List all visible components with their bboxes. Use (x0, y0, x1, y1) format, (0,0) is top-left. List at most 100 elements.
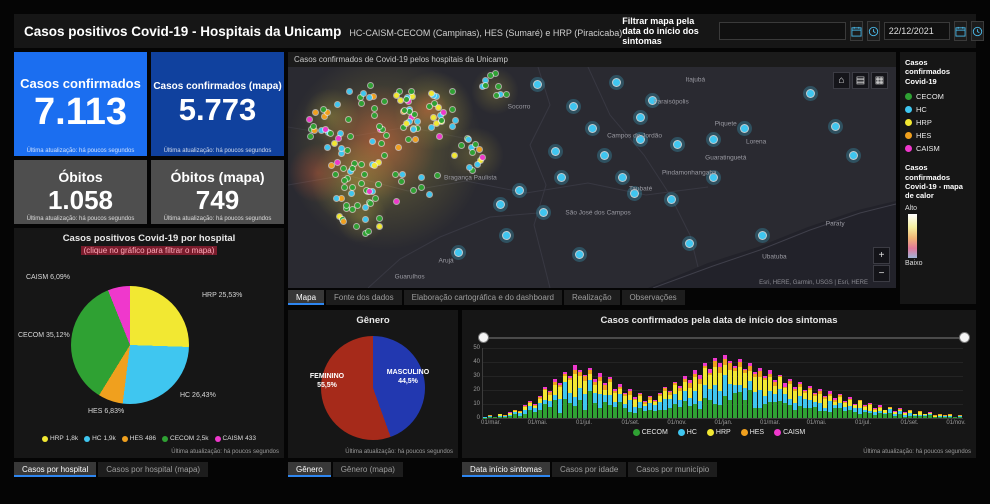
case-point[interactable] (368, 83, 374, 89)
stacked-bar[interactable] (678, 385, 682, 418)
case-point[interactable] (618, 174, 626, 181)
case-point[interactable] (468, 144, 474, 150)
case-point[interactable] (381, 99, 387, 105)
case-point[interactable] (487, 73, 493, 79)
case-point[interactable] (380, 126, 386, 132)
stacked-bar[interactable] (898, 408, 902, 418)
tab-casos-por-hospital[interactable]: Casos por hospital (14, 462, 97, 477)
stacked-bar[interactable] (598, 373, 602, 418)
case-point[interactable] (429, 91, 435, 97)
case-point[interactable] (321, 107, 326, 113)
case-point[interactable] (440, 109, 446, 115)
case-point[interactable] (418, 174, 424, 180)
case-point[interactable] (667, 196, 675, 204)
case-point[interactable] (498, 91, 504, 97)
case-point[interactable] (409, 93, 415, 99)
case-point[interactable] (312, 127, 318, 133)
case-point[interactable] (434, 121, 439, 126)
stacked-bar[interactable] (718, 363, 722, 418)
stacked-bar[interactable] (818, 388, 822, 418)
stacked-bar[interactable] (693, 370, 697, 418)
calendar-icon[interactable] (953, 21, 967, 41)
case-point[interactable] (570, 103, 578, 111)
stacked-bar[interactable] (848, 397, 852, 418)
case-point[interactable] (400, 171, 406, 177)
case-point[interactable] (515, 187, 523, 195)
stacked-bar[interactable] (933, 415, 937, 418)
case-point[interactable] (434, 172, 440, 178)
case-point[interactable] (740, 125, 748, 133)
case-point[interactable] (637, 136, 645, 144)
case-point[interactable] (409, 88, 415, 94)
case-point[interactable] (504, 92, 509, 98)
case-point[interactable] (411, 112, 417, 118)
stacked-bar[interactable] (828, 391, 832, 418)
case-point[interactable] (405, 99, 411, 105)
stacked-bar[interactable] (488, 415, 492, 418)
case-point[interactable] (631, 189, 639, 197)
case-point[interactable] (358, 94, 363, 100)
case-point[interactable] (337, 213, 342, 219)
case-point[interactable] (373, 195, 379, 201)
stacked-bar[interactable] (758, 367, 762, 418)
case-point[interactable] (371, 93, 377, 99)
case-point[interactable] (313, 109, 319, 115)
case-point[interactable] (710, 136, 718, 144)
case-point[interactable] (406, 109, 412, 114)
case-point[interactable] (334, 195, 340, 201)
case-point[interactable] (454, 249, 462, 257)
case-point[interactable] (409, 114, 414, 120)
case-point[interactable] (371, 106, 377, 112)
stacked-bar[interactable] (588, 367, 592, 418)
zoom-out-button[interactable]: − (873, 265, 890, 282)
stacked-bar[interactable] (608, 377, 612, 418)
stacked-bar[interactable] (528, 401, 532, 418)
case-point[interactable] (397, 97, 403, 103)
case-point[interactable] (469, 150, 475, 156)
case-point[interactable] (349, 166, 355, 172)
tab-observacoes[interactable]: Observações (621, 290, 685, 305)
case-point[interactable] (758, 231, 766, 239)
layers-icon[interactable]: ▦ (871, 72, 888, 89)
case-point[interactable] (637, 114, 645, 122)
stacked-bar[interactable] (523, 405, 527, 418)
case-point[interactable] (342, 177, 348, 183)
case-point[interactable] (431, 115, 437, 121)
case-point[interactable] (334, 102, 340, 108)
stacked-bar[interactable] (913, 413, 917, 418)
stacked-bar[interactable] (853, 404, 857, 418)
case-point[interactable] (348, 133, 354, 139)
case-point[interactable] (449, 123, 455, 129)
case-point[interactable] (435, 105, 441, 111)
case-point[interactable] (334, 160, 340, 165)
stacked-bar[interactable] (493, 416, 497, 418)
case-point[interactable] (710, 174, 718, 181)
case-point[interactable] (437, 113, 443, 119)
case-point[interactable] (332, 140, 338, 146)
stacked-bar[interactable] (888, 406, 892, 418)
case-point[interactable] (476, 146, 482, 152)
case-point[interactable] (337, 131, 343, 137)
case-point[interactable] (393, 172, 399, 178)
stacked-bar[interactable] (573, 364, 577, 418)
case-point[interactable] (370, 188, 376, 194)
stacked-bar[interactable] (558, 383, 562, 418)
case-point[interactable] (493, 71, 499, 77)
case-point[interactable] (370, 138, 376, 144)
stacked-bar[interactable] (653, 399, 657, 418)
case-point[interactable] (433, 93, 439, 99)
case-point[interactable] (384, 133, 389, 138)
stacked-bar[interactable] (513, 409, 517, 418)
stacked-bar[interactable] (893, 411, 897, 418)
case-point[interactable] (322, 127, 328, 133)
case-point[interactable] (351, 161, 357, 167)
stacked-bar[interactable] (813, 392, 817, 418)
stacked-bar[interactable] (733, 366, 737, 418)
case-point[interactable] (354, 203, 360, 209)
case-point[interactable] (343, 206, 349, 212)
case-point[interactable] (807, 90, 815, 97)
stacked-bar[interactable] (863, 405, 867, 418)
stacked-bar[interactable] (658, 392, 662, 418)
case-point[interactable] (393, 93, 399, 99)
stacked-bar[interactable] (673, 381, 677, 418)
